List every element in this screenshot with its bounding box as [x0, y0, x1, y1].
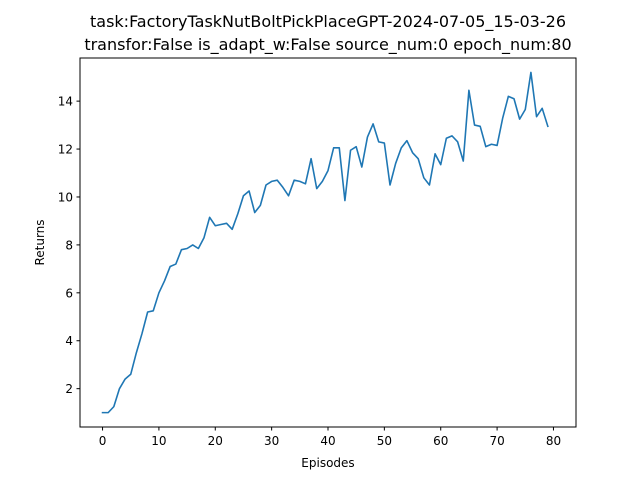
x-axis-label: Episodes [301, 456, 354, 470]
x-tick-label: 70 [489, 434, 504, 448]
x-tick-label: 0 [99, 434, 107, 448]
chart-title-line-1: task:FactoryTaskNutBoltPickPlaceGPT-2024… [90, 12, 566, 32]
y-tick-label: 2 [65, 382, 73, 396]
y-tick-label: 14 [58, 95, 73, 109]
y-axis-label: Returns [33, 219, 47, 265]
x-tick-label: 30 [264, 434, 279, 448]
x-tick-label: 50 [377, 434, 392, 448]
x-tick-label: 40 [320, 434, 335, 448]
x-tick-label: 10 [151, 434, 166, 448]
plot-area [101, 71, 549, 414]
y-tick-label: 6 [65, 286, 73, 300]
y-tick-label: 10 [58, 190, 73, 204]
axes-frame [79, 57, 577, 428]
y-tick-label: 8 [65, 238, 73, 252]
x-tick-label: 80 [546, 434, 561, 448]
x-tick-label: 60 [433, 434, 448, 448]
y-tick-label: 12 [58, 143, 73, 157]
y-tick-label: 4 [65, 334, 73, 348]
series-line [101, 71, 549, 414]
x-tick-label: 20 [208, 434, 223, 448]
axis-ticks: 0 10 20 30 40 50 60 70 80 2 4 6 8 10 12 14 [58, 95, 561, 448]
chart-title-line-2: transfor:False is_adapt_w:False source_n… [84, 35, 571, 55]
